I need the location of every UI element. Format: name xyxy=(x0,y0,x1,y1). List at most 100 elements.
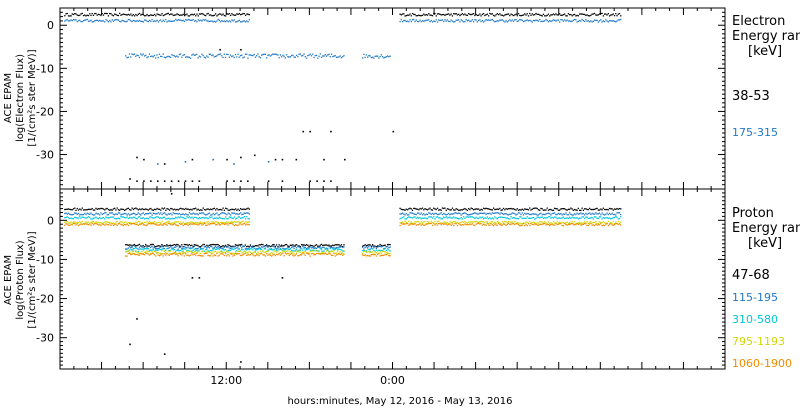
electron-series-38-53-point xyxy=(225,15,227,17)
electron-series-38-53-point xyxy=(125,14,127,16)
proton-series-310-580-point xyxy=(183,248,186,250)
proton-series-1060-1900-point xyxy=(222,223,224,225)
electron-series-38-53-point xyxy=(573,13,576,16)
proton-series-1060-1900-point xyxy=(536,224,538,226)
proton-series-795-1193-point xyxy=(192,251,194,254)
proton-series-115-195-point xyxy=(200,212,202,215)
electron-series-175-315-point xyxy=(470,20,472,22)
proton-series-1060-1900-point xyxy=(165,254,167,256)
proton-series-795-1193-point xyxy=(607,220,609,223)
electron-series-175-315-point xyxy=(561,19,563,21)
proton-series-47-68-point xyxy=(451,207,454,209)
proton-series-310-580-point xyxy=(620,216,622,218)
electron-series-175-315-point xyxy=(400,18,402,21)
proton-series-47-68-point xyxy=(239,208,242,210)
electron-series-175-315-point xyxy=(170,56,172,58)
proton-series-1060-1900-point xyxy=(197,224,199,226)
electron-series-175-315-point xyxy=(200,19,202,21)
proton-series-47-68-point xyxy=(97,208,100,210)
proton-series-795-1193-point xyxy=(583,221,586,223)
proton-series-795-1193-point xyxy=(451,221,454,223)
proton-series-47-68-point xyxy=(136,318,138,320)
electron-series-175-315-point xyxy=(152,56,154,58)
electron-series-38-53-point xyxy=(602,15,604,17)
proton-series-115-195-point xyxy=(367,246,369,248)
proton-series-47-68-point xyxy=(476,208,479,210)
proton-series-47-68-point xyxy=(248,246,250,248)
electron-series-175-315-point xyxy=(166,56,168,58)
electron-series-38-53-point xyxy=(163,14,166,16)
proton-series-795-1193-point xyxy=(273,250,275,252)
electron-series-38-53-point xyxy=(158,14,161,16)
proton-series-47-68-point xyxy=(578,209,581,211)
proton-series-1060-1900-point xyxy=(374,253,376,256)
electron-series-175-315-point xyxy=(565,20,567,22)
proton-series-795-1193-point xyxy=(279,251,282,254)
proton-series-1060-1900-point xyxy=(102,223,105,226)
proton-series-795-1193-point xyxy=(234,221,237,223)
proton-series-115-195-point xyxy=(116,213,118,216)
electron-series-175-315-point xyxy=(112,20,115,22)
electron-series-175-315-point xyxy=(495,20,497,23)
electron-series-38-53-point xyxy=(167,12,169,15)
proton-series-115-195-point xyxy=(464,212,466,214)
proton-series-47-68-point xyxy=(246,246,248,248)
electron-series-175-315-point xyxy=(223,53,225,55)
electron-series-38-53-point xyxy=(124,13,126,16)
proton-series-795-1193-point xyxy=(126,222,128,225)
proton-series-310-580-point xyxy=(171,217,173,220)
proton-series-1060-1900-point xyxy=(499,223,501,226)
proton-series-310-580-point xyxy=(150,249,152,251)
proton-series-310-580-point xyxy=(550,217,552,219)
proton-series-310-580-point xyxy=(270,248,273,251)
proton-series-115-195-point xyxy=(577,213,580,215)
electron-series-175-315-point xyxy=(564,19,566,21)
electron-series-38-53-point xyxy=(410,15,412,17)
electron-series-175-315-point xyxy=(225,20,227,23)
electron-series-38-53-point xyxy=(611,14,613,16)
electron-series-175-315-point xyxy=(233,163,235,165)
proton-series-115-195-point xyxy=(556,213,558,216)
proton-series-795-1193-point xyxy=(205,222,207,224)
proton-series-47-68-point xyxy=(232,245,234,247)
proton-series-310-580-point xyxy=(151,216,153,219)
proton-series-1060-1900-point xyxy=(223,223,226,226)
proton-series-115-195-point xyxy=(171,214,173,216)
electron-series-38-53-point xyxy=(112,15,115,17)
proton-series-115-195-point xyxy=(405,212,407,215)
proton-series-1060-1900-point xyxy=(153,223,156,225)
proton-series-1060-1900-point xyxy=(474,224,476,227)
proton-series-310-580-point xyxy=(187,249,189,251)
proton-series-115-195-point xyxy=(474,212,476,214)
proton-series-1060-1900-point xyxy=(182,224,184,227)
electron-series-38-53-point xyxy=(223,14,226,17)
proton-series-115-195-point xyxy=(203,213,206,215)
proton-series-310-580-point xyxy=(525,217,527,220)
electron-series-175-315-point xyxy=(509,19,511,21)
electron-series-175-315-point xyxy=(248,19,250,21)
electron-series-175-315-point xyxy=(162,19,164,21)
proton-series-115-195-point xyxy=(453,213,455,215)
electron-series-175-315-point xyxy=(499,19,501,21)
proton-series-115-195-point xyxy=(273,246,275,248)
electron-series-38-53-point xyxy=(274,158,277,161)
proton-series-310-580-point xyxy=(379,249,381,252)
proton-series-310-580-point xyxy=(323,250,325,252)
proton-series-310-580-point xyxy=(170,249,172,251)
proton-series-795-1193-point xyxy=(367,251,369,253)
proton-series-310-580-point xyxy=(431,217,434,219)
electron-series-38-53-point xyxy=(87,14,90,17)
proton-series-47-68-point xyxy=(225,207,227,209)
electron-series-38-53-point xyxy=(554,14,556,16)
proton-series-47-68-point xyxy=(137,209,140,211)
proton-series-310-580-point xyxy=(337,248,339,251)
electron-series-175-315-point xyxy=(215,21,217,23)
electron-series-38-53-point xyxy=(143,15,146,17)
proton-series-795-1193-point xyxy=(343,250,345,252)
proton-series-1060-1900-point xyxy=(241,254,243,257)
electron-series-175-315-point xyxy=(419,19,421,21)
proton-series-795-1193-point xyxy=(565,221,567,224)
electron-series-38-53-point xyxy=(600,12,602,15)
electron-series-38-53-point xyxy=(79,14,81,16)
electron-series-175-315-point xyxy=(218,53,220,55)
